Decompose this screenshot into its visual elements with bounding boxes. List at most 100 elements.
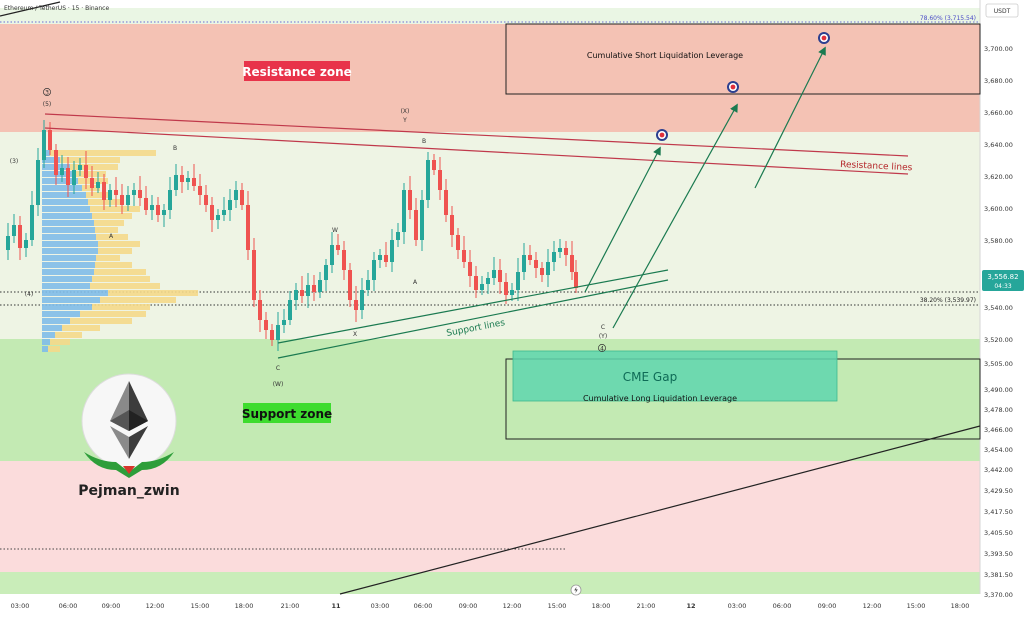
price-tick-label: 3,700.00 xyxy=(984,45,1013,53)
projection-arrow-2 xyxy=(612,103,738,329)
candle-body xyxy=(522,255,526,272)
time-tick-label: 18:00 xyxy=(592,602,611,610)
candle-body xyxy=(570,255,574,272)
volume-bar-sell xyxy=(48,346,60,352)
time-axis[interactable]: 03:00 06:00 09:00 12:00 15:00 18:00 21:00 11 03:… xyxy=(11,602,970,610)
time-tick-label: 11 xyxy=(331,602,341,610)
currency-button[interactable]: USDT xyxy=(985,3,1019,18)
price-tick-label: 3,640.00 xyxy=(984,141,1013,149)
volume-bar-buy xyxy=(42,283,90,289)
candle-body xyxy=(228,200,232,210)
candle-body xyxy=(318,280,322,292)
volume-bar-sell xyxy=(94,220,124,226)
candle-body xyxy=(552,252,556,262)
candle-body xyxy=(426,160,430,200)
wave-label: (X) xyxy=(401,108,410,115)
target-icon xyxy=(656,129,668,141)
volume-bar-sell xyxy=(98,241,140,247)
wave-label: B xyxy=(173,145,177,152)
volume-bar-sell xyxy=(86,192,112,198)
short-liquidation-box xyxy=(505,23,981,95)
candle-body xyxy=(54,150,58,175)
volume-bar-buy xyxy=(42,311,80,317)
candle-body xyxy=(360,290,364,310)
resistance-zone xyxy=(0,24,980,132)
candle-body xyxy=(528,255,532,260)
candle-body xyxy=(396,232,400,240)
volume-bar-buy xyxy=(42,325,62,331)
candle-body xyxy=(402,190,406,232)
candle-body xyxy=(540,268,544,275)
candle-body xyxy=(408,190,412,210)
currency-label: USDT xyxy=(994,8,1011,15)
candle-body xyxy=(30,205,34,240)
cme-gap-box xyxy=(512,350,838,402)
price-tick-label: 3,454.00 xyxy=(984,446,1013,454)
wave-label: A xyxy=(413,279,418,286)
volume-bar-buy xyxy=(42,178,78,184)
ethereum-logo xyxy=(81,373,177,478)
lower-band xyxy=(0,461,980,572)
volume-bar-buy xyxy=(42,262,95,268)
bottom-band xyxy=(0,572,980,594)
volume-bar-buy xyxy=(42,171,75,177)
time-tick-label: 09:00 xyxy=(459,602,478,610)
candle-body xyxy=(270,330,274,340)
price-tick-label: 3,540.00 xyxy=(984,304,1013,312)
volume-bar-buy xyxy=(42,234,96,240)
target-icon xyxy=(727,81,739,93)
candle-body xyxy=(108,190,112,200)
candle-body xyxy=(66,168,70,185)
time-tick-label: 03:00 xyxy=(11,602,30,610)
price-tick-label: 3,520.00 xyxy=(984,336,1013,344)
candle-body xyxy=(294,290,298,300)
candle-body xyxy=(156,205,160,215)
candle-body xyxy=(180,175,184,182)
volume-bar-buy xyxy=(42,185,82,191)
volume-bar-sell xyxy=(70,318,132,324)
candle-body xyxy=(90,178,94,188)
candle-body xyxy=(384,255,388,262)
candle-body xyxy=(504,282,508,295)
volume-bar-buy xyxy=(42,255,96,261)
bolt-icon[interactable] xyxy=(570,584,582,596)
wave-label: (3) xyxy=(10,158,19,165)
volume-bar-buy xyxy=(42,199,88,205)
volume-bar-sell xyxy=(98,248,132,254)
wave-label: C xyxy=(276,365,280,372)
time-tick-label: 18:00 xyxy=(951,602,970,610)
candle-body xyxy=(492,270,496,278)
price-tick-label: 3,505.00 xyxy=(984,360,1013,368)
candle-body xyxy=(138,190,142,198)
long-liquidation-label: Cumulative Long Liquidation Leverage xyxy=(583,394,737,403)
volume-bar-sell xyxy=(92,304,150,310)
candle-body xyxy=(378,255,382,260)
resistance-line-upper xyxy=(44,113,909,157)
chart-title: Ethereum / TetherUS · 15 · Binance xyxy=(4,5,109,12)
time-tick-label: 12:00 xyxy=(863,602,882,610)
resistance-lines-label: Resistance lines xyxy=(840,160,913,173)
candle-body xyxy=(102,182,106,200)
support-zone-badge xyxy=(243,403,331,423)
volume-bar-sell xyxy=(92,276,150,282)
candle-body xyxy=(300,290,304,296)
time-tick-label: 18:00 xyxy=(235,602,254,610)
time-tick-label: 09:00 xyxy=(102,602,121,610)
price-tick-label: 3,478.00 xyxy=(984,406,1013,414)
volume-bar-buy xyxy=(42,227,95,233)
time-tick-label: 06:00 xyxy=(414,602,433,610)
price-tick-label: 3,370.00 xyxy=(984,591,1013,599)
candle-body xyxy=(114,190,118,195)
wave-label: (Y) xyxy=(599,333,607,340)
candle-body xyxy=(42,130,46,160)
candle-body xyxy=(312,285,316,292)
top-trend-line xyxy=(0,1,61,17)
candle-body xyxy=(288,300,292,320)
candle-body xyxy=(126,195,130,205)
candle-body xyxy=(24,240,28,248)
price-tick-label: 3,405.50 xyxy=(984,529,1013,537)
resistance-zone-badge xyxy=(244,61,350,81)
candle-body xyxy=(162,210,166,215)
